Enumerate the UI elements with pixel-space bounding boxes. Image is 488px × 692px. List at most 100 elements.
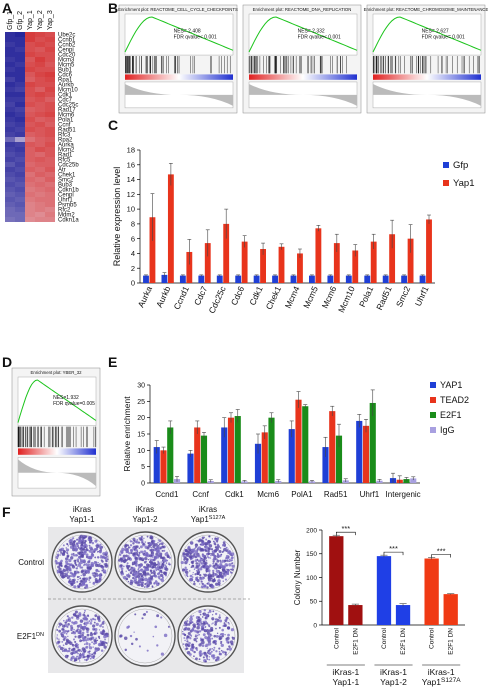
colony [100, 643, 104, 647]
colony [224, 619, 227, 621]
colony [88, 571, 90, 573]
heatmap-cell [35, 182, 45, 187]
heatmap-cell [35, 177, 45, 182]
colony [71, 632, 73, 635]
colony [212, 560, 215, 563]
colony [83, 552, 86, 556]
colony [73, 659, 76, 662]
colony [77, 546, 80, 549]
heatmap-cell [35, 142, 45, 147]
y-tick-label: 16 [127, 160, 135, 169]
y-tick-label: 14 [127, 175, 135, 184]
colony [146, 649, 149, 652]
heatmap-cell [45, 62, 55, 67]
colony [66, 641, 69, 643]
error-bar [346, 274, 351, 277]
colony [196, 539, 198, 542]
y-tick-label: 100 [306, 575, 317, 582]
colony [196, 637, 198, 639]
row-label-sup: DN [36, 632, 44, 638]
heatmap-cell [15, 32, 25, 37]
colony [192, 650, 194, 652]
heatmap-row-label: Rfc2 [58, 208, 71, 214]
colony [79, 652, 82, 655]
heatmap-cell [45, 187, 55, 192]
colony [214, 541, 216, 544]
colony [70, 651, 74, 655]
colony [94, 556, 97, 559]
colony [204, 545, 208, 549]
colony [79, 547, 83, 550]
bar [187, 453, 194, 483]
colony [120, 564, 123, 567]
colony [166, 571, 168, 573]
colony [134, 574, 138, 579]
bar [362, 425, 370, 483]
heatmap-cell [45, 77, 55, 82]
colony [98, 550, 102, 554]
colony [157, 560, 159, 563]
colony [152, 566, 155, 569]
colony [62, 636, 64, 638]
colony [102, 626, 104, 628]
colony [59, 570, 63, 575]
colony [89, 657, 92, 660]
y-tick-label: 2 [131, 264, 135, 273]
colony [207, 546, 209, 548]
colony [161, 563, 164, 566]
colony [76, 552, 79, 554]
legend-swatch [430, 382, 436, 388]
heatmap-cell [25, 217, 35, 222]
colony [120, 567, 124, 571]
heatmap-cell [25, 42, 35, 47]
heatmap-cell [45, 67, 55, 72]
colony [120, 570, 124, 574]
colony [161, 566, 164, 569]
colony [118, 553, 122, 557]
significance-bracket [383, 551, 404, 556]
colony [224, 634, 226, 636]
error-bar [316, 225, 321, 232]
colony [92, 654, 96, 658]
colony [122, 565, 125, 568]
error-bar [377, 479, 382, 483]
heatmap-row-label: Rad17 [58, 108, 76, 114]
heatmap-cell [5, 72, 15, 77]
colony [94, 627, 98, 632]
colony [203, 576, 205, 579]
x-tick-label: Cdc6 [229, 284, 247, 306]
colony [161, 549, 164, 552]
x-tick-label: Cdk1 [247, 284, 265, 306]
group-label-text: iKras-1 [380, 667, 407, 677]
colony [68, 567, 71, 570]
colony [72, 613, 75, 616]
colony [71, 655, 75, 660]
heatmap-cell [15, 142, 25, 147]
colony [150, 571, 153, 575]
colony [94, 614, 98, 618]
colony [228, 645, 231, 648]
colony [224, 559, 227, 562]
colony [72, 638, 76, 641]
x-tick-label: Uhrf1 [413, 284, 431, 307]
colony [124, 548, 127, 551]
colony [211, 617, 215, 621]
colony [164, 564, 167, 567]
colony [118, 559, 121, 562]
colony [220, 554, 223, 556]
colony [205, 538, 208, 541]
colony [54, 559, 58, 563]
colony [193, 568, 196, 571]
colony [73, 545, 77, 550]
colony [135, 570, 138, 573]
colony [208, 572, 211, 575]
x-tick-label: Uhrf1 [360, 490, 380, 499]
heatmap-cell [25, 122, 35, 127]
heatmap-row-label: Cenpi [58, 48, 74, 54]
colony [194, 573, 197, 576]
colony [67, 565, 71, 569]
plate [114, 605, 176, 667]
colony [85, 624, 88, 626]
x-tick-label: Aurkb [154, 284, 173, 309]
colony [156, 573, 159, 575]
